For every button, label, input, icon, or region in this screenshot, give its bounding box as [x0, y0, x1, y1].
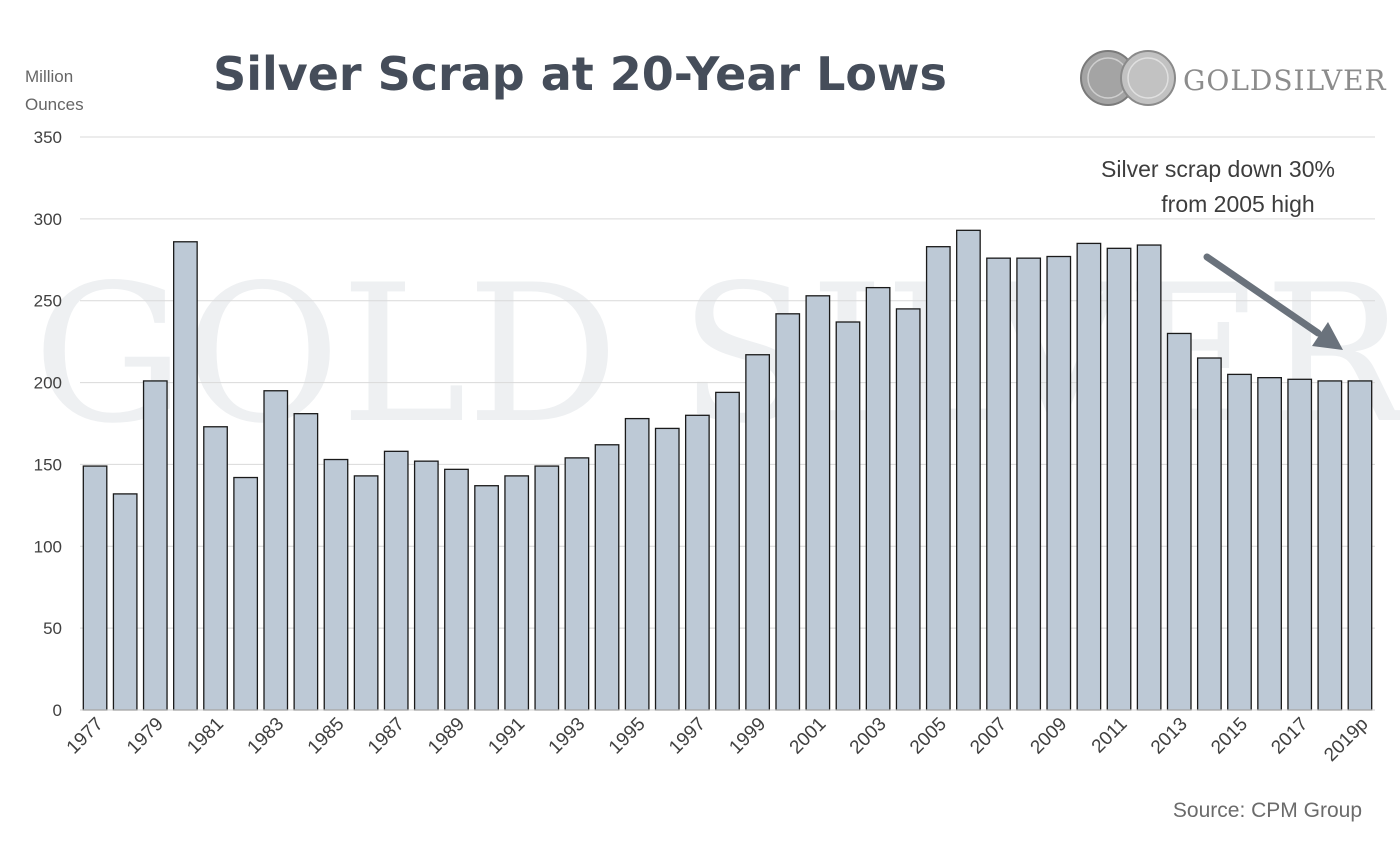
y-tick-label: 350 — [34, 128, 62, 147]
bar-2003 — [865, 286, 891, 711]
bar-1990 — [474, 485, 499, 711]
bar-2000 — [775, 313, 801, 711]
x-tick-label: 2005 — [906, 714, 951, 759]
bar-2017 — [1287, 378, 1313, 711]
y-tick-label: 100 — [34, 537, 62, 556]
x-tick-label: 2017 — [1267, 714, 1312, 759]
bar-2015 — [1227, 373, 1252, 711]
x-tick-label: 2007 — [966, 714, 1011, 759]
bar-2016 — [1257, 377, 1282, 711]
x-tick-label: 2001 — [786, 714, 831, 759]
bar-1977 — [82, 465, 108, 711]
coin-rim-icon — [1127, 57, 1169, 99]
x-tick-label: 2019p — [1320, 714, 1372, 766]
bar-2002 — [835, 321, 861, 711]
y-tick-label: 300 — [34, 210, 62, 229]
bar-2006 — [956, 229, 981, 711]
bar-1980 — [173, 241, 198, 711]
y-tick-label: 250 — [34, 292, 62, 311]
y-axis-label-line2: Ounces — [25, 95, 84, 114]
bar-1986 — [353, 475, 379, 711]
bar-2010 — [1076, 242, 1102, 711]
bar-1997 — [684, 414, 710, 711]
bar-1991 — [504, 475, 530, 711]
bar-1995 — [624, 417, 650, 711]
logo: GOLDSILVER — [1080, 50, 1387, 106]
bar-2011 — [1106, 247, 1132, 711]
coin-icon — [1120, 50, 1176, 106]
logo-text: GOLDSILVER — [1183, 64, 1387, 97]
x-tick-label: 1977 — [63, 714, 108, 759]
x-tick-label: 1981 — [183, 714, 228, 759]
x-tick-label: 2009 — [1027, 714, 1072, 759]
source-note: Source: CPM Group — [1173, 799, 1362, 822]
bar-2019p — [1347, 380, 1373, 711]
x-tick-label: 1989 — [424, 714, 469, 759]
bar-2004 — [895, 308, 921, 711]
annotation-line1: Silver scrap down 30% — [1101, 156, 1335, 182]
annotation-line2: from 2005 high — [1161, 191, 1314, 217]
bar-1982 — [233, 476, 259, 711]
x-tick-label: 2003 — [846, 714, 891, 759]
bar-1996 — [654, 427, 680, 711]
bar-2005 — [925, 246, 951, 711]
bar-1988 — [413, 460, 439, 711]
x-tick-label: 1991 — [484, 714, 529, 759]
x-tick-label: 1999 — [725, 714, 770, 759]
x-tick-label: 1979 — [123, 714, 168, 759]
bar-2013 — [1166, 332, 1192, 711]
x-tick-label: 1983 — [244, 714, 289, 759]
bar-2009 — [1046, 255, 1072, 711]
bar-1999 — [745, 354, 771, 711]
bar-1994 — [594, 444, 620, 711]
x-tick-label: 1985 — [304, 714, 349, 759]
bar-1979 — [142, 380, 168, 711]
x-tick-label: 2015 — [1207, 714, 1252, 759]
bar-1992 — [534, 465, 560, 711]
bar-1993 — [564, 457, 590, 711]
bar-1984 — [293, 413, 319, 711]
x-tick-label: 1997 — [665, 714, 710, 759]
x-tick-label: 1987 — [364, 714, 409, 759]
x-tick-label: 2011 — [1088, 714, 1132, 758]
bar-2001 — [805, 295, 831, 711]
arrow-head — [1312, 322, 1343, 350]
bar-1985 — [323, 458, 349, 711]
x-axis: 1977 1979 1981 1983 1985 1987 1989 1991 1993 1995… — [63, 714, 1373, 766]
bar-1978 — [112, 493, 138, 711]
arrow-shaft — [1203, 253, 1322, 337]
annotation: Silver scrap down 30% from 2005 high — [1101, 156, 1343, 350]
x-tick-label: 1995 — [605, 714, 650, 759]
bar-1998 — [715, 391, 740, 711]
y-axis: 0 50 100 150 200 250 300 350 — [34, 128, 62, 720]
bar-2018 — [1317, 380, 1343, 711]
chart-title: Silver Scrap at 20-Year Lows — [213, 47, 947, 101]
bar-2008 — [1016, 257, 1042, 711]
y-axis-label-line1: Million — [25, 67, 73, 86]
y-tick-label: 150 — [34, 455, 62, 474]
bar-2012 — [1136, 244, 1162, 711]
bar-2014 — [1196, 357, 1222, 711]
y-tick-label: 200 — [34, 374, 62, 393]
bar-1989 — [444, 468, 469, 711]
x-tick-label: 1993 — [545, 714, 590, 759]
bar-1987 — [383, 450, 409, 711]
bar-1981 — [203, 426, 228, 711]
bars — [82, 229, 1373, 711]
x-tick-label: 2013 — [1147, 714, 1192, 759]
y-tick-label: 0 — [53, 701, 62, 720]
bar-2007 — [986, 257, 1011, 711]
bar-1983 — [263, 390, 289, 711]
y-tick-label: 50 — [43, 619, 62, 638]
